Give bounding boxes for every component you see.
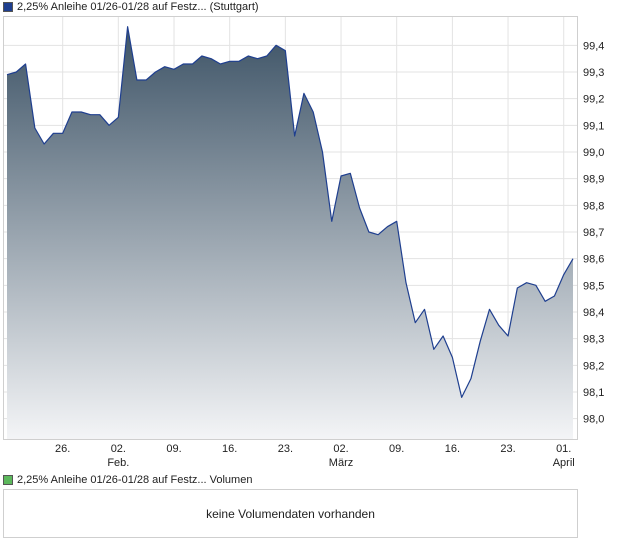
y-tick-label: 98,6 <box>583 254 604 266</box>
price-chart: 98,0 98,1 98,2 98,3 98,4 98,5 98,6 98,7 98,8 98,9… <box>3 16 604 469</box>
y-tick-label: 98,0 <box>583 414 604 426</box>
y-tick-label: 98,1 <box>583 387 604 399</box>
x-tick-label: 16. <box>222 443 237 455</box>
price-area-fill <box>7 26 573 440</box>
x-tick-label: 16. <box>445 443 460 455</box>
x-tick-month-label: März <box>329 457 353 469</box>
x-tick-label: 09. <box>166 443 181 455</box>
x-tick-label: 09. <box>389 443 404 455</box>
x-tick-label: 02. <box>333 443 348 455</box>
x-tick-month-label: April <box>553 457 575 469</box>
volume-legend: 2,25% Anleihe 01/26-01/28 auf Festz... V… <box>3 473 252 487</box>
x-tick-month-label: Feb. <box>107 457 129 469</box>
y-tick-label: 99,0 <box>583 147 604 159</box>
x-tick-label: 23. <box>500 443 515 455</box>
x-tick-label: 23. <box>278 443 293 455</box>
x-tick-label: 02. <box>111 443 126 455</box>
y-tick-label: 99,4 <box>583 40 604 52</box>
x-tick-label: 26. <box>55 443 70 455</box>
y-tick-label: 99,3 <box>583 67 604 79</box>
volume-empty-message: keine Volumendaten vorhanden <box>206 506 375 521</box>
y-tick-label: 99,2 <box>583 94 604 106</box>
y-tick-label: 99,1 <box>583 120 604 132</box>
price-legend-label: 2,25% Anleihe 01/26-01/28 auf Festz... (… <box>17 1 259 13</box>
volume-panel: keine Volumendaten vorhanden <box>3 489 578 538</box>
price-legend-swatch <box>3 2 13 12</box>
y-tick-label: 98,3 <box>583 334 604 346</box>
y-tick-label: 98,8 <box>583 200 604 212</box>
y-tick-label: 98,5 <box>583 280 604 292</box>
y-tick-label: 98,4 <box>583 307 604 319</box>
price-line <box>6 26 574 398</box>
y-tick-label: 98,9 <box>583 174 604 186</box>
price-legend: 2,25% Anleihe 01/26-01/28 auf Festz... (… <box>3 0 259 14</box>
y-tick-label: 98,7 <box>583 227 604 239</box>
y-tick-label: 98,2 <box>583 360 604 372</box>
volume-legend-swatch <box>3 475 13 485</box>
plot-frame <box>3 16 578 440</box>
volume-legend-label: 2,25% Anleihe 01/26-01/28 auf Festz... V… <box>17 474 253 486</box>
x-tick-label: 01. <box>556 443 571 455</box>
